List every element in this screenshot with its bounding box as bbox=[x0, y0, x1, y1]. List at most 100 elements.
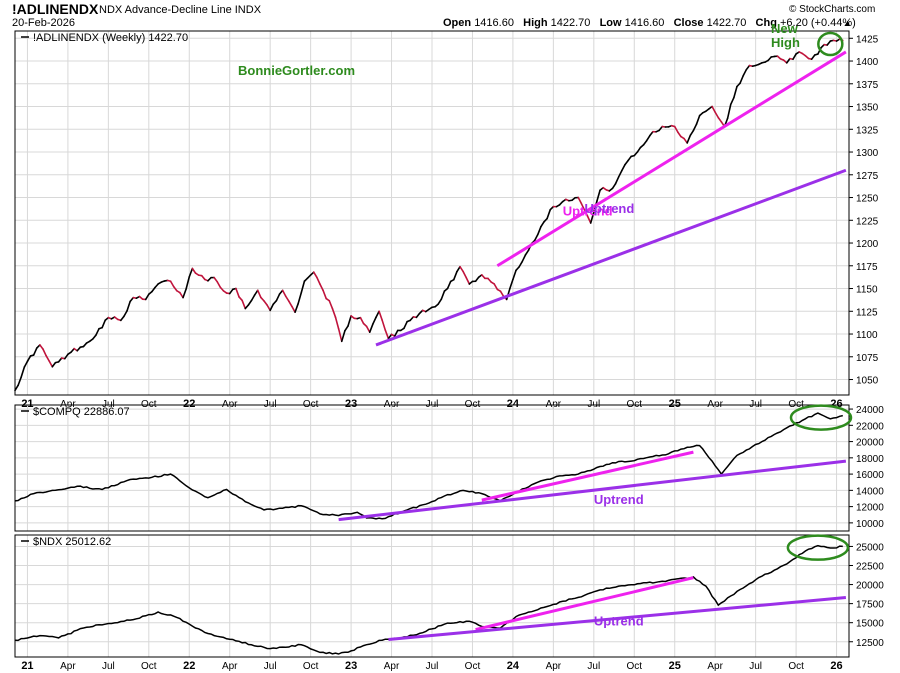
trendline bbox=[388, 596, 847, 641]
x-tick-label: Jul bbox=[587, 661, 600, 672]
panel-main: 1050 1075 1100 1125 1150 1175 1200 1225 1250 1275… bbox=[14, 21, 879, 410]
price-segment bbox=[686, 134, 692, 144]
price-segment bbox=[359, 316, 365, 325]
source-credit: © StockCharts.com bbox=[789, 4, 876, 15]
x-tick-label: Apr bbox=[707, 661, 723, 672]
x-tick-label: 22 bbox=[183, 660, 195, 672]
price-segment bbox=[733, 85, 738, 99]
x-tick-label: Oct bbox=[141, 661, 157, 672]
x-tick-label: Oct bbox=[788, 661, 804, 672]
price-segment bbox=[250, 294, 256, 302]
x-tick-label: 24 bbox=[507, 398, 520, 410]
price-segment bbox=[642, 139, 648, 146]
price-segment bbox=[26, 355, 32, 363]
price-segment bbox=[387, 333, 393, 340]
price-segment bbox=[334, 316, 340, 330]
price-segment bbox=[452, 270, 458, 281]
price-segment bbox=[188, 267, 194, 278]
price-segment bbox=[440, 290, 446, 301]
price-segment bbox=[393, 329, 399, 338]
trend-label: Uptrend bbox=[563, 204, 613, 219]
price-segment bbox=[785, 57, 791, 64]
price-segment bbox=[415, 312, 421, 319]
price-segment bbox=[281, 289, 287, 298]
x-tick-label: Jul bbox=[426, 661, 439, 672]
price-segment bbox=[596, 189, 601, 202]
price-segment bbox=[546, 208, 552, 220]
price-segment bbox=[312, 271, 318, 279]
x-tick-label: 24 bbox=[507, 660, 520, 672]
y-tick-label: 1050 bbox=[856, 376, 879, 387]
y-tick-label: 1100 bbox=[856, 330, 878, 341]
y-tick-label: 1150 bbox=[856, 285, 878, 296]
x-tick-label: 23 bbox=[345, 398, 357, 410]
price-segment bbox=[213, 276, 219, 283]
x-tick-label: 25 bbox=[669, 398, 681, 410]
y-tick-label: 15000 bbox=[856, 619, 884, 630]
x-tick-label: Jul bbox=[749, 661, 762, 672]
x-tick-label: Jul bbox=[264, 661, 277, 672]
trendline bbox=[375, 168, 847, 347]
y-tick-label: 1275 bbox=[856, 171, 879, 182]
y-tick-label: 12500 bbox=[856, 638, 884, 649]
panel-frame bbox=[14, 534, 850, 658]
y-tick-label: 12000 bbox=[856, 503, 884, 514]
trendline bbox=[496, 50, 847, 268]
price-segment bbox=[375, 310, 380, 319]
price-segment bbox=[48, 360, 54, 368]
trend-label: Uptrend bbox=[594, 614, 644, 629]
y-tick-label: 1400 bbox=[856, 57, 879, 68]
price-segment bbox=[512, 269, 517, 281]
y-tick-label: 1425 bbox=[856, 34, 879, 45]
price-segment bbox=[621, 163, 626, 172]
price-segment bbox=[465, 276, 471, 285]
price-segment bbox=[717, 116, 723, 123]
price-segment bbox=[120, 315, 125, 322]
price-segment bbox=[537, 225, 542, 236]
x-tick-label: Apr bbox=[384, 661, 400, 672]
price-segment bbox=[459, 265, 464, 273]
y-tick-label: 1325 bbox=[856, 125, 879, 136]
panel-legend: $NDX 25012.62 bbox=[33, 536, 111, 548]
x-tick-label: Oct bbox=[465, 661, 481, 672]
symbol-description: NDX Advance-Decline Line INDX bbox=[99, 4, 262, 16]
price-segment bbox=[493, 283, 499, 291]
price-segment bbox=[456, 265, 461, 273]
price-segment bbox=[288, 300, 293, 308]
x-tick-label: 26 bbox=[830, 660, 842, 672]
x-tick-label: 22 bbox=[183, 398, 195, 410]
price-segment bbox=[649, 130, 654, 137]
price-segment bbox=[235, 287, 240, 298]
price-segment bbox=[284, 295, 290, 302]
y-tick-label: 25000 bbox=[856, 542, 884, 553]
price-segment bbox=[300, 280, 306, 294]
y-tick-label: 22000 bbox=[856, 421, 884, 432]
price-segment bbox=[714, 111, 720, 119]
price-segment bbox=[331, 307, 337, 319]
price-segment bbox=[144, 293, 150, 301]
y-tick-label: 20000 bbox=[856, 581, 884, 592]
price-segment bbox=[372, 316, 377, 325]
x-tick-label: 21 bbox=[21, 398, 33, 410]
price-segment bbox=[95, 327, 100, 336]
y-tick-label: 20000 bbox=[856, 438, 884, 449]
price-segment bbox=[365, 325, 371, 334]
price-segment bbox=[216, 281, 222, 289]
y-tick-label: 24000 bbox=[856, 405, 884, 416]
price-segment bbox=[368, 323, 374, 334]
y-tick-label: 1225 bbox=[856, 216, 879, 227]
price-segment bbox=[347, 315, 352, 327]
price-segment bbox=[200, 274, 206, 281]
new-high-label: High bbox=[771, 35, 800, 50]
price-segment bbox=[328, 299, 334, 310]
y-tick-label: 1375 bbox=[856, 80, 879, 91]
price-segment bbox=[627, 155, 632, 162]
price-segment bbox=[191, 267, 197, 274]
price-segment bbox=[658, 125, 664, 132]
price-segment bbox=[20, 366, 26, 378]
price-segment bbox=[711, 105, 716, 114]
price-segment bbox=[518, 260, 524, 268]
x-tick-label: Oct bbox=[303, 661, 319, 672]
panel-middle: 10000 12000 14000 16000 18000 20000 22000 24000… bbox=[14, 404, 884, 532]
price-segment bbox=[297, 291, 303, 305]
